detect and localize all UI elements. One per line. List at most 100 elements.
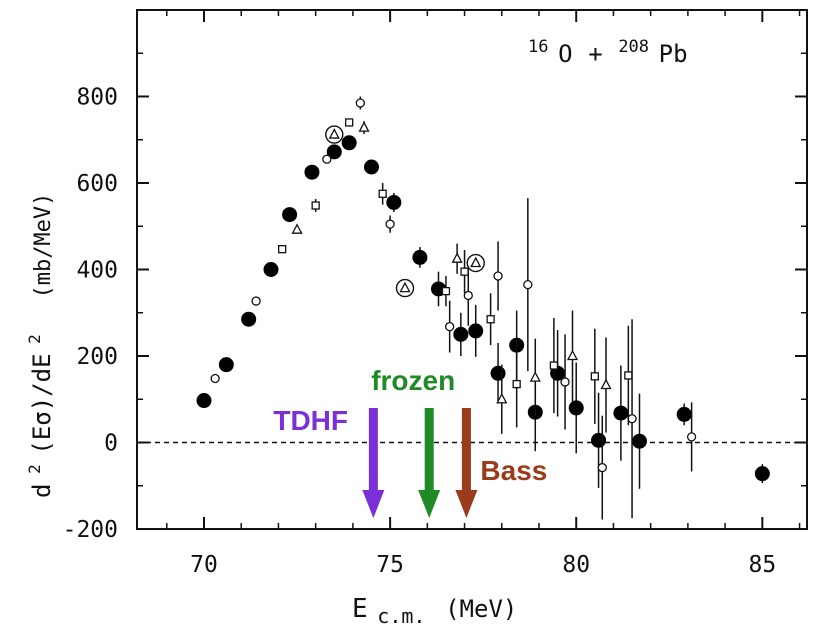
data-point (590, 328, 599, 424)
open-triangle-marker (496, 392, 508, 404)
open-circle-marker (560, 377, 570, 387)
filled-circle-marker (453, 326, 469, 342)
filled-circle-marker (632, 433, 647, 449)
open-square-marker (460, 267, 469, 276)
data-point (523, 198, 533, 372)
x-axis-label: E c.m. (MeV) (352, 594, 517, 628)
data-point (445, 300, 455, 353)
data-point (486, 293, 495, 346)
circled-triangle-marker (470, 256, 482, 268)
data-point (378, 183, 387, 205)
open-circle-marker (251, 296, 261, 306)
x-tick-labels: 70 75 80 85 (190, 552, 776, 578)
x-tick-label: 70 (190, 552, 218, 578)
data-point (597, 415, 607, 520)
filled-circle-marker (676, 406, 692, 422)
y-tick-label: 400 (76, 258, 118, 284)
open-triangle-marker (529, 371, 541, 382)
data-point (529, 338, 541, 417)
data-point (466, 253, 485, 273)
open-circle-marker (493, 271, 503, 281)
open-circle-marker (210, 373, 220, 384)
arrow-head (455, 490, 478, 518)
open-circle-marker (445, 321, 455, 332)
open-circle-marker (355, 98, 365, 108)
data-point (278, 245, 287, 254)
filled-circle-marker (468, 323, 484, 339)
data-point (676, 403, 692, 426)
open-square-marker (512, 379, 521, 389)
open-circle-marker (597, 462, 607, 473)
data-point (468, 304, 484, 357)
open-circle-marker (523, 279, 533, 290)
arrow-tdhf: TDHF (273, 405, 385, 518)
data-point (251, 296, 261, 306)
open-square-marker (378, 189, 387, 198)
open-square-marker (278, 245, 287, 254)
x-tick-label: 80 (562, 552, 590, 578)
open-triangle-marker (566, 349, 579, 361)
arrow-frozen: frozen (371, 365, 455, 518)
arrow-label: TDHF (273, 405, 348, 436)
y-tick-label: 800 (76, 85, 118, 111)
circled-triangle-marker (399, 281, 411, 293)
data-point (560, 334, 570, 430)
data-point (282, 207, 298, 223)
open-square-marker (441, 286, 451, 296)
data-point (355, 96, 365, 110)
data-point (568, 362, 584, 454)
data-point (364, 159, 379, 175)
open-triangle-marker (291, 223, 303, 234)
data-point (412, 247, 428, 268)
data-point (550, 330, 566, 417)
data-point (358, 121, 370, 135)
data-point (463, 265, 473, 326)
filled-circle-marker (412, 249, 428, 265)
filled-circle-marker (568, 400, 584, 416)
data-point (311, 199, 320, 212)
y-tick-labels: -200 0 200 400 600 800 (63, 85, 118, 544)
y-axis-label: d 2 (Eσ)/dE 2 (mb/MeV) (25, 193, 56, 498)
open-square-marker (590, 372, 599, 381)
filled-circle-marker (364, 159, 379, 175)
filled-circle-marker (263, 262, 279, 277)
filled-circle-marker (490, 365, 506, 381)
data-point (686, 402, 697, 472)
open-square-marker (345, 118, 354, 127)
data-point (453, 312, 469, 356)
data-point (549, 317, 559, 414)
data-point (395, 278, 415, 298)
x-tick-label: 85 (748, 552, 776, 578)
open-circle-marker (322, 154, 332, 164)
filled-circle-marker (304, 164, 320, 180)
data-point (632, 393, 647, 489)
arrow-head (362, 490, 385, 518)
data-point (496, 364, 508, 434)
data-point (218, 357, 234, 373)
filled-circle-marker (386, 194, 402, 210)
data-point (241, 311, 257, 327)
open-circle-marker (627, 414, 637, 424)
filled-circle-marker (196, 393, 212, 409)
filled-circle-marker (241, 311, 257, 327)
filled-circle-marker (754, 466, 770, 482)
data-point (613, 365, 629, 461)
data-point (322, 154, 332, 164)
open-triangle-marker (451, 252, 463, 263)
open-square-marker (311, 201, 320, 210)
data-point (460, 250, 469, 294)
data-point (490, 343, 506, 404)
data-point (386, 192, 402, 212)
circled-triangle-marker (328, 128, 340, 139)
data-point (754, 464, 770, 484)
data-point (451, 243, 463, 274)
data-points (196, 96, 770, 520)
open-circle-marker (463, 290, 473, 301)
data-point (600, 337, 612, 433)
data-point (304, 164, 320, 180)
open-square-marker (624, 371, 633, 380)
arrow-shaft (424, 408, 434, 492)
data-point (325, 125, 344, 144)
x-tick-label: 75 (376, 552, 404, 578)
